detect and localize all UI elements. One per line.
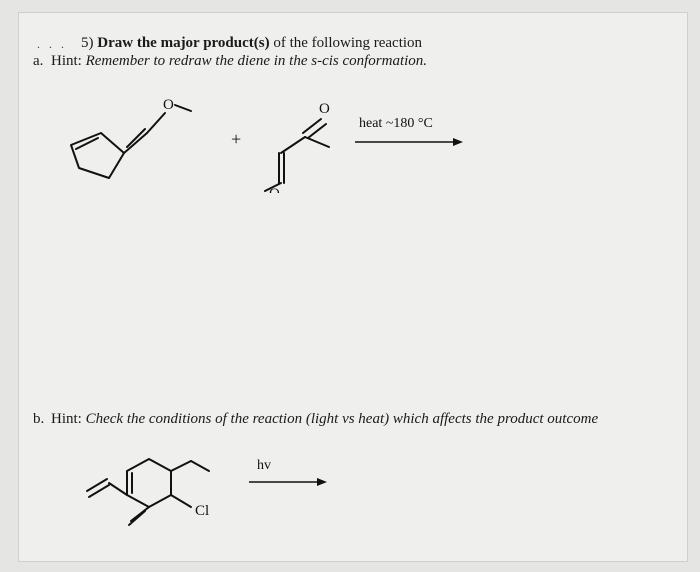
- part-b-hint: Hint: Check the conditions of the reacti…: [51, 411, 691, 428]
- question-number: 5): [81, 35, 94, 51]
- reaction-a-arrow: [353, 135, 463, 149]
- part-b-letter: b.: [33, 411, 44, 428]
- prompt-rest: of the following reaction: [270, 35, 422, 51]
- page: . . . 5) Draw the major product(s) of th…: [18, 12, 688, 562]
- reaction-b-structure: Cl: [79, 433, 379, 543]
- hint-label-a: Hint:: [51, 53, 82, 69]
- reaction-b-arrow: [247, 475, 327, 489]
- reaction-b-condition: hv: [257, 458, 271, 474]
- plus-sign: +: [231, 129, 241, 149]
- cl-label: Cl: [195, 503, 209, 519]
- hint-text-b: Check the conditions of the reaction (li…: [82, 411, 598, 427]
- question-prompt: 5) Draw the major product(s) of the foll…: [47, 33, 667, 53]
- prompt-bold: Draw the major product(s): [97, 35, 269, 51]
- part-a-hint: Hint: Remember to redraw the diene in th…: [51, 53, 671, 70]
- reaction-a-condition: heat ~180 °C: [359, 116, 433, 132]
- oxygen-label-diene: O: [163, 97, 174, 113]
- carbonyl-o-top: O: [319, 101, 330, 117]
- carbonyl-o-bottom: O: [269, 186, 280, 193]
- hint-label-b: Hint:: [51, 411, 82, 427]
- part-a-letter: a.: [33, 53, 43, 70]
- hint-text-a: Remember to redraw the diene in the s-ci…: [82, 53, 427, 69]
